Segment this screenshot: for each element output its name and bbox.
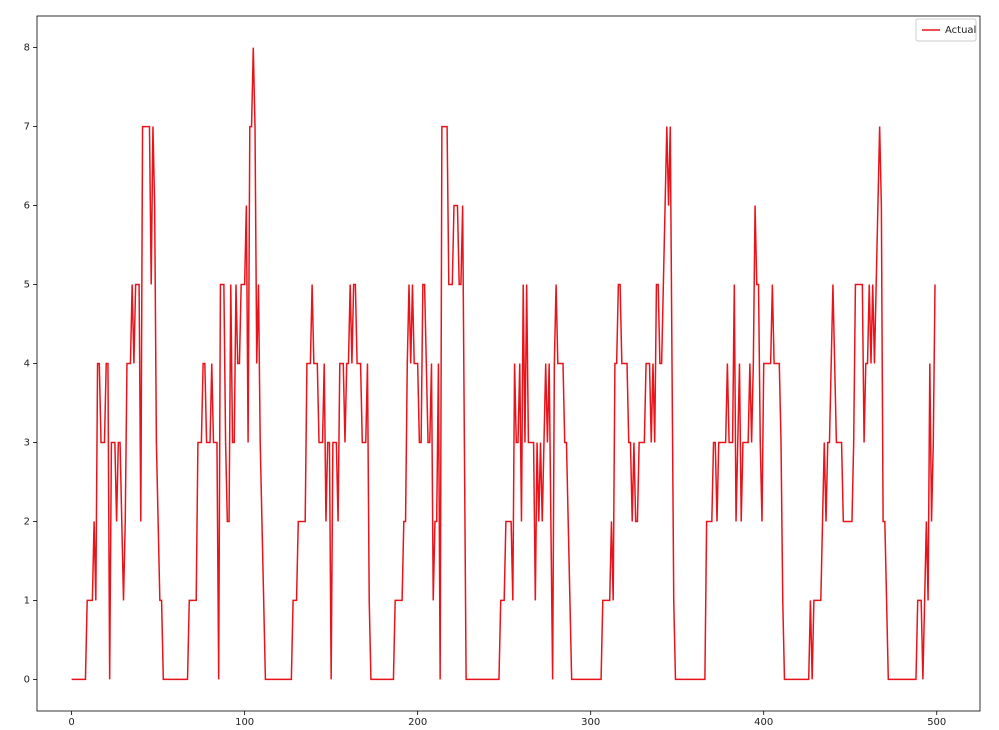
x-tick-label: 0 (68, 717, 74, 728)
y-tick-label: 8 (24, 43, 30, 54)
x-tick-label: 400 (754, 717, 773, 728)
y-tick-label: 5 (24, 280, 30, 291)
y-tick-label: 7 (24, 122, 30, 133)
x-tick-label: 200 (408, 717, 427, 728)
x-tick-label: 100 (235, 717, 254, 728)
y-tick-label: 6 (24, 201, 30, 212)
x-tick-label: 300 (581, 717, 600, 728)
y-tick-label: 2 (24, 516, 30, 527)
legend-label: Actual (945, 25, 976, 36)
data-line (71, 47, 936, 681)
y-tick-label: 1 (24, 595, 30, 606)
y-tick-label: 4 (24, 359, 30, 370)
legend-box (915, 18, 977, 42)
legend: Actual (915, 18, 977, 42)
y-tick-label: 3 (24, 437, 30, 448)
y-tick-label: 0 (24, 674, 30, 685)
plot-frame (36, 15, 981, 712)
x-tick-label: 500 (927, 717, 946, 728)
